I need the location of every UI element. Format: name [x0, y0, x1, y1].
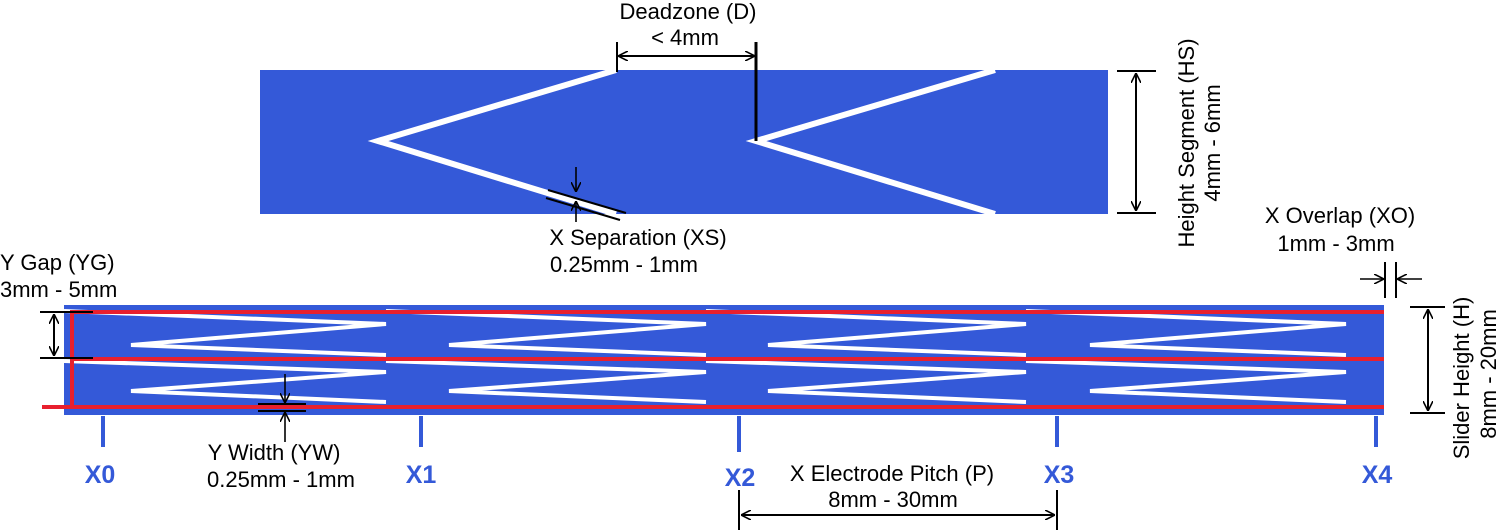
- y-width-title: Y Width (YW): [208, 440, 341, 465]
- slider-gap-zigzags: [63, 309, 1347, 404]
- segment-detail: [260, 67, 1108, 217]
- slider-height-value: 8mm - 20mm: [1476, 309, 1499, 439]
- electrode-label-x3: X3: [1044, 461, 1075, 489]
- slider-height-dimension: Slider Height (H) 8mm - 20mm: [1410, 297, 1499, 460]
- pitch-value: 8mm - 30mm: [828, 487, 958, 512]
- electrode-label-x4: X4: [1362, 461, 1393, 489]
- segment-electrode-area: [260, 70, 1108, 214]
- x-electrode-ticks: [101, 416, 1378, 452]
- pitch-dimension: X Electrode Pitch (P) 8mm - 30mm: [738, 461, 1058, 530]
- height-segment-dimension: Height Segment (HS) 4mm - 6mm: [1117, 38, 1225, 248]
- x-separation-title: X Separation (XS): [549, 225, 726, 250]
- y-electrode-traces: [42, 310, 1384, 409]
- x-separation-value: 0.25mm - 1mm: [550, 252, 698, 277]
- slider-height-title: Slider Height (H): [1449, 297, 1474, 460]
- height-segment-value: 4mm - 6mm: [1200, 84, 1225, 201]
- pitch-title: X Electrode Pitch (P): [790, 461, 994, 486]
- x-overlap-dimension: X Overlap (XO) 1mm - 3mm: [1265, 203, 1422, 298]
- y-gap-value: 3mm - 5mm: [0, 277, 117, 302]
- segment-gap-zigzag-left: [367, 67, 617, 217]
- height-segment-title: Height Segment (HS): [1174, 38, 1199, 247]
- x-overlap-value: 1mm - 3mm: [1277, 231, 1394, 256]
- y-gap-dimension: Y Gap (YG) 3mm - 5mm: [0, 250, 117, 359]
- y-width-dimension: Y Width (YW) 0.25mm - 1mm: [207, 374, 355, 492]
- electrode-labels: X0 X1 X2 X3 X4: [85, 461, 1393, 492]
- electrode-label-x0: X0: [85, 461, 116, 489]
- deadzone-title: Deadzone (D): [620, 0, 757, 24]
- electrode-label-x2: X2: [725, 464, 756, 492]
- slider: [42, 305, 1384, 452]
- deadzone-value: < 4mm: [651, 25, 719, 50]
- y-gap-title: Y Gap (YG): [0, 250, 115, 275]
- electrode-label-x1: X1: [406, 461, 437, 489]
- x-separation-dimension: X Separation (XS) 0.25mm - 1mm: [545, 167, 727, 277]
- x-overlap-title: X Overlap (XO): [1265, 203, 1415, 228]
- y-width-value: 0.25mm - 1mm: [207, 467, 355, 492]
- deadzone-dimension: Deadzone (D) < 4mm: [616, 0, 758, 141]
